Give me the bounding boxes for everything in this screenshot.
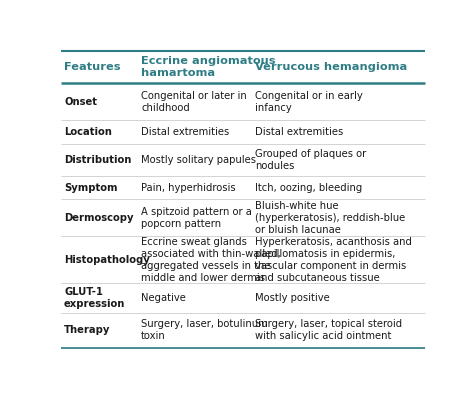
Text: Congenital or later in
childhood: Congenital or later in childhood [141, 91, 247, 113]
Text: Eccrine sweat glands
associated with thin-walled,
aggregated vessels in the
midd: Eccrine sweat glands associated with thi… [141, 237, 281, 283]
Text: Mostly positive: Mostly positive [255, 293, 330, 303]
Text: Dermoscopy: Dermoscopy [64, 213, 134, 223]
Text: GLUT-1
expression: GLUT-1 expression [64, 287, 126, 309]
Text: A spitzoid pattern or a
popcorn pattern: A spitzoid pattern or a popcorn pattern [141, 207, 252, 229]
Text: Congenital or in early
infancy: Congenital or in early infancy [255, 91, 363, 113]
Text: Distal extremities: Distal extremities [255, 127, 343, 137]
Text: Surgery, laser, topical steroid
with salicylic acid ointment: Surgery, laser, topical steroid with sal… [255, 319, 402, 341]
Text: Hyperkeratosis, acanthosis and
papillomatosis in epidermis,
vascular component i: Hyperkeratosis, acanthosis and papilloma… [255, 237, 412, 283]
Text: Distribution: Distribution [64, 155, 131, 165]
Text: Histopathology: Histopathology [64, 255, 150, 265]
Text: Negative: Negative [141, 293, 186, 303]
Text: Pain, hyperhidrosis: Pain, hyperhidrosis [141, 183, 236, 193]
Text: Onset: Onset [64, 97, 97, 107]
Text: Location: Location [64, 127, 112, 137]
Text: Mostly solitary papules: Mostly solitary papules [141, 155, 256, 165]
Text: Distal extremities: Distal extremities [141, 127, 229, 137]
Text: Therapy: Therapy [64, 325, 110, 335]
Text: Surgery, laser, botulinum
toxin: Surgery, laser, botulinum toxin [141, 319, 268, 341]
Text: Grouped of plaques or
nodules: Grouped of plaques or nodules [255, 149, 366, 171]
Text: Eccrine angiomatous
hamartoma: Eccrine angiomatous hamartoma [141, 56, 276, 78]
Text: Itch, oozing, bleeding: Itch, oozing, bleeding [255, 183, 362, 193]
Text: Features: Features [64, 62, 120, 72]
Text: Bluish-white hue
(hyperkeratosis), reddish-blue
or bluish lacunae: Bluish-white hue (hyperkeratosis), reddi… [255, 201, 405, 235]
Text: Verrucous hemangioma: Verrucous hemangioma [255, 62, 407, 72]
Text: Symptom: Symptom [64, 183, 118, 193]
